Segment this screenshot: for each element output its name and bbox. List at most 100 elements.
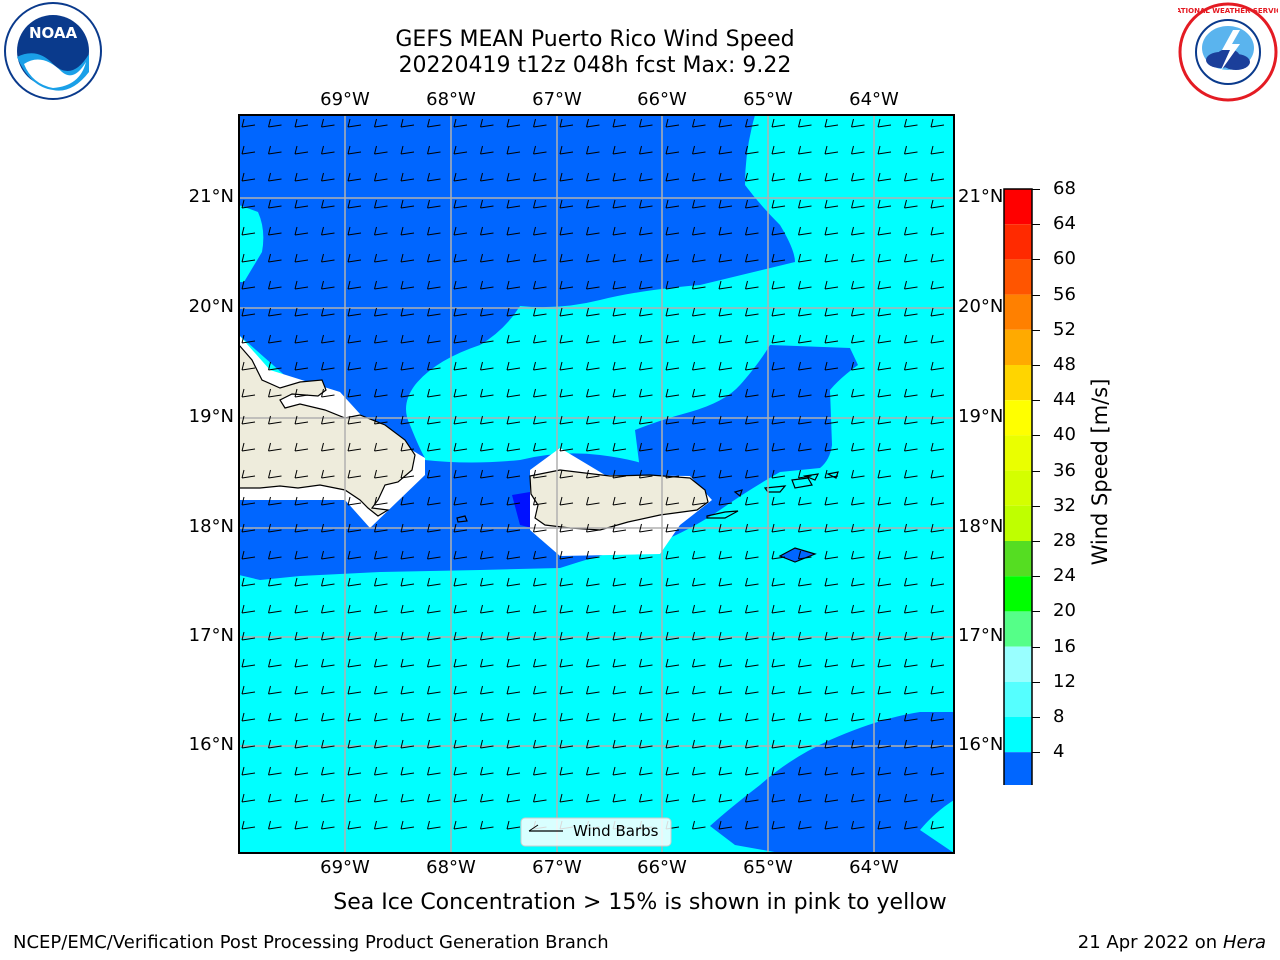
wind-barb	[824, 172, 839, 182]
wind-barb	[400, 199, 415, 209]
wind-barb	[877, 712, 892, 722]
wind-barb	[241, 388, 256, 398]
colorbar-tick-label: 40	[1053, 424, 1076, 446]
wind-barb	[480, 307, 494, 317]
wind-barb	[639, 658, 653, 668]
wind-barb	[904, 793, 918, 803]
wind-barb	[665, 766, 680, 776]
wind-barb	[453, 793, 468, 803]
wind-barb	[798, 631, 812, 641]
colorbar-tick-label: 44	[1053, 389, 1076, 411]
wind-barb	[612, 739, 627, 749]
wind-barb	[506, 604, 521, 614]
wind-barb	[692, 712, 706, 722]
wind-barb	[718, 226, 733, 236]
wind-barb	[639, 550, 653, 560]
wind-barb	[480, 820, 494, 830]
wind-barb	[586, 685, 600, 695]
wind-barb	[374, 361, 388, 371]
wind-barb	[851, 118, 865, 128]
wind-barb	[639, 766, 653, 776]
wind-barb	[745, 712, 759, 722]
wind-barb	[453, 577, 468, 587]
wind-barb	[745, 307, 759, 317]
wind-barb	[692, 280, 706, 290]
wind-barb	[612, 334, 627, 344]
wind-barb	[877, 253, 892, 263]
wind-barb	[639, 172, 653, 182]
wind-barb	[930, 766, 945, 776]
wind-barb	[904, 334, 918, 344]
wind-barb	[798, 577, 812, 587]
wind-barb	[586, 496, 600, 506]
lat-label-left: 17°N	[188, 625, 234, 646]
wind-barb	[533, 388, 547, 398]
colorbar-tick-mark	[1032, 611, 1040, 613]
wind-barb	[559, 685, 574, 695]
wind-barb	[374, 145, 388, 155]
wind-barb	[771, 172, 786, 182]
wind-barb	[400, 550, 415, 560]
wind-barb	[639, 388, 653, 398]
wind-barb	[559, 388, 574, 398]
wind-barb	[453, 280, 468, 290]
wind-barb	[612, 118, 627, 128]
wind-barb	[930, 793, 945, 803]
wind-barb	[294, 388, 309, 398]
wind-barb	[427, 496, 441, 506]
wind-barb	[559, 361, 574, 371]
wind-barb	[321, 415, 335, 425]
wind-barb	[374, 523, 388, 533]
wind-barb	[294, 739, 309, 749]
wind-barb	[374, 469, 388, 479]
wind-barb	[559, 550, 574, 560]
wind-barb	[798, 280, 812, 290]
wind-barb	[798, 712, 812, 722]
wind-barb	[824, 280, 839, 290]
wind-barb	[559, 415, 574, 425]
map-plot-area	[239, 115, 954, 853]
wind-barb	[453, 712, 468, 722]
wind-barb	[321, 631, 335, 641]
wind-barb	[904, 712, 918, 722]
wind-barb	[533, 712, 547, 722]
wind-barb	[877, 280, 892, 290]
wind-barb	[533, 334, 547, 344]
colorbar-tick-label: 24	[1053, 565, 1076, 587]
wind-barb	[586, 469, 600, 479]
wind-barb	[692, 766, 706, 776]
chart-title-line1: GEFS MEAN Puerto Rico Wind Speed	[395, 27, 795, 52]
wind-barb	[427, 604, 441, 614]
wind-barb	[241, 685, 256, 695]
wind-barb	[427, 118, 441, 128]
wind-barb	[586, 577, 600, 587]
wind-barb	[533, 415, 547, 425]
footer-date: 21 Apr 2022 on	[1077, 932, 1218, 953]
colorbar-segment	[1004, 189, 1032, 225]
wind-barb	[771, 793, 786, 803]
footer-right: 21 Apr 2022 on Hera	[1078, 932, 1266, 953]
wind-barb	[321, 388, 335, 398]
wind-barb	[480, 388, 494, 398]
wind-barb	[480, 793, 494, 803]
graticule	[239, 115, 954, 853]
wind-barb	[745, 550, 759, 560]
wind-barb	[930, 118, 945, 128]
lon-label-top: 69°W	[320, 89, 370, 110]
wind-barb	[692, 496, 706, 506]
wind-barb	[824, 145, 839, 155]
wind-barb	[692, 658, 706, 668]
wind-barb	[506, 469, 521, 479]
wind-barb	[268, 388, 282, 398]
wind-barb	[692, 388, 706, 398]
wind-barb	[241, 739, 256, 749]
wind-barb	[506, 253, 521, 263]
wind-barb	[400, 766, 415, 776]
wind-barb	[453, 631, 468, 641]
wind-barb	[798, 739, 812, 749]
wind-barb	[851, 307, 865, 317]
wind-barb	[718, 415, 733, 425]
wind-barb	[612, 442, 627, 452]
wind-barb	[745, 496, 759, 506]
wind-barb	[480, 442, 494, 452]
